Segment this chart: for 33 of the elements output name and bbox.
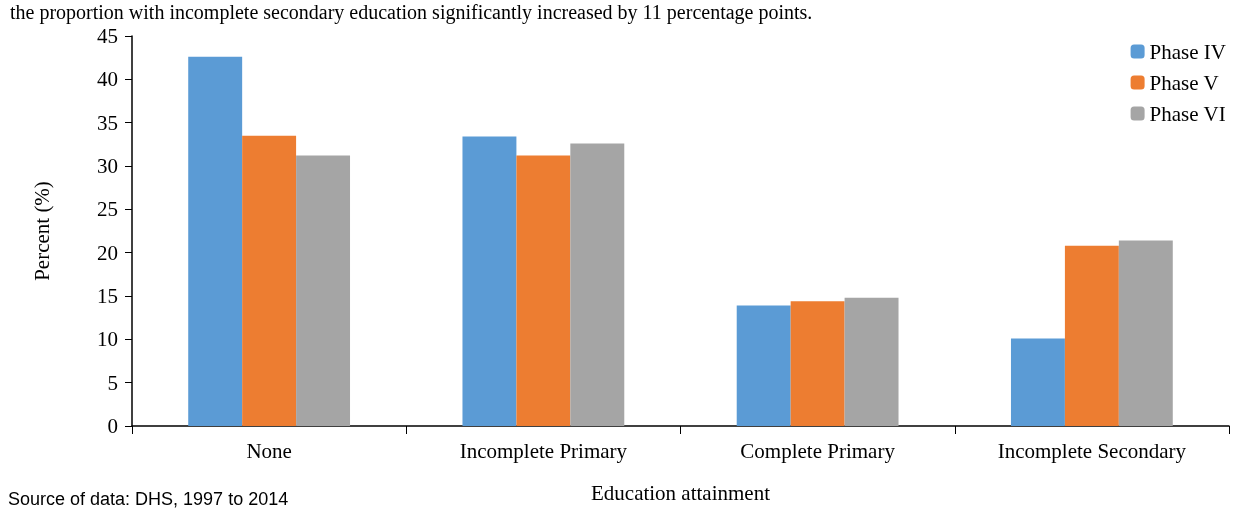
bar: [296, 155, 351, 426]
legend-label: Phase IV: [1149, 39, 1226, 64]
bar: [1118, 240, 1173, 426]
text: the proportion with incomplete secondary education significantly increased by 11 percentage points.: [10, 1, 813, 24]
bar: [1010, 338, 1065, 426]
y-tick-label: 40: [97, 67, 118, 92]
bar: [1064, 245, 1119, 426]
y-tick-label: 15: [97, 284, 118, 308]
bar: [570, 143, 625, 426]
x-axis-title: Education attainment: [590, 480, 771, 505]
source-note: Source of data: DHS, 1997 to 2014: [8, 489, 289, 508]
bar: [242, 135, 297, 426]
legend-label: Phase V: [1149, 70, 1219, 95]
bar: [844, 297, 899, 426]
bar: [188, 56, 243, 426]
x-tick-label: None: [246, 438, 292, 463]
bar: [790, 301, 845, 426]
y-tick-label: 20: [97, 240, 118, 265]
bar: [462, 136, 517, 426]
legend-label: Phase VI: [1149, 101, 1226, 126]
y-tick-label: 10: [97, 327, 118, 352]
x-tick-label: Incomplete Primary: [459, 438, 628, 463]
y-tick-label: 45: [97, 24, 118, 48]
y-axis-title: Percent (%): [29, 181, 54, 281]
x-tick-label: Complete Primary: [740, 438, 896, 463]
bar: [736, 305, 791, 426]
y-tick-label: 25: [97, 197, 118, 222]
y-tick-label: 0: [107, 414, 118, 438]
y-tick-label: 5: [107, 370, 118, 395]
y-tick-label: 30: [97, 154, 118, 178]
bar: [516, 155, 571, 426]
y-tick-label: 35: [97, 110, 118, 135]
x-tick-label: Incomplete Secondary: [997, 438, 1187, 463]
